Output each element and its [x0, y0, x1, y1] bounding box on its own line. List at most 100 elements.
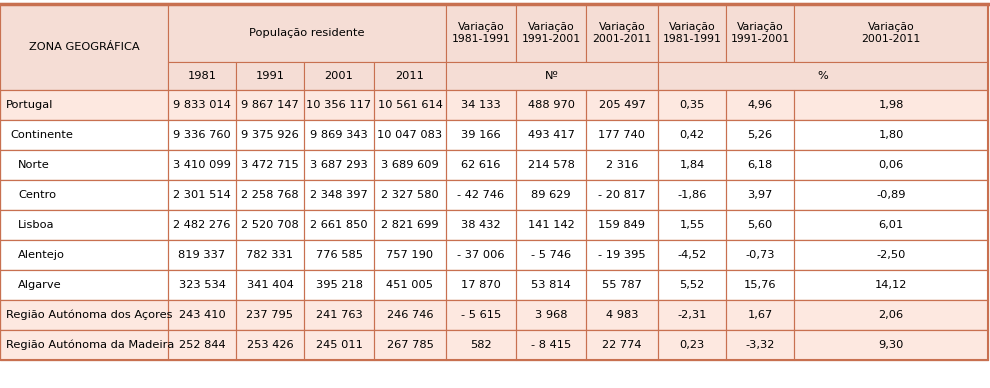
Bar: [446, 330, 516, 360]
Bar: [168, 240, 236, 270]
Bar: [658, 270, 726, 300]
Text: -2,31: -2,31: [677, 310, 707, 320]
Text: 243 410: 243 410: [178, 310, 226, 320]
Bar: [586, 120, 658, 150]
Bar: [0, 90, 988, 120]
Text: 253 426: 253 426: [247, 340, 293, 350]
Bar: [168, 120, 236, 150]
Bar: [0, 270, 168, 300]
Text: 214 578: 214 578: [528, 160, 574, 170]
Text: Nº: Nº: [545, 71, 559, 81]
Text: Lisboa: Lisboa: [18, 220, 54, 230]
Bar: [726, 240, 794, 270]
Bar: [726, 270, 794, 300]
Bar: [236, 120, 304, 150]
Text: 2 661 850: 2 661 850: [310, 220, 368, 230]
Text: 819 337: 819 337: [178, 250, 226, 260]
Bar: [236, 210, 304, 240]
Text: 2011: 2011: [396, 71, 425, 81]
Text: 2 327 580: 2 327 580: [381, 190, 439, 200]
Text: 323 534: 323 534: [178, 280, 226, 290]
Text: - 37 006: - 37 006: [457, 250, 505, 260]
Bar: [236, 150, 304, 180]
Text: 17 870: 17 870: [461, 280, 501, 290]
Bar: [0, 210, 988, 240]
Bar: [726, 300, 794, 330]
Text: Variação
1981-1991: Variação 1981-1991: [662, 22, 722, 44]
Bar: [236, 180, 304, 210]
Bar: [794, 210, 988, 240]
Text: 582: 582: [470, 340, 492, 350]
Bar: [374, 120, 446, 150]
Text: 3 410 099: 3 410 099: [173, 160, 231, 170]
Text: 4,96: 4,96: [747, 100, 772, 110]
Bar: [658, 62, 988, 90]
Text: Norte: Norte: [18, 160, 50, 170]
Bar: [658, 210, 726, 240]
Bar: [794, 330, 988, 360]
Bar: [586, 330, 658, 360]
Bar: [658, 330, 726, 360]
Bar: [586, 270, 658, 300]
Text: 1,80: 1,80: [878, 130, 904, 140]
Bar: [374, 270, 446, 300]
Bar: [304, 330, 374, 360]
Bar: [0, 4, 168, 90]
Text: -0,89: -0,89: [876, 190, 906, 200]
Text: Variação
1991-2001: Variação 1991-2001: [731, 22, 790, 44]
Text: 89 629: 89 629: [532, 190, 571, 200]
Bar: [658, 180, 726, 210]
Text: Algarve: Algarve: [18, 280, 61, 290]
Bar: [446, 4, 516, 62]
Text: 5,60: 5,60: [747, 220, 772, 230]
Text: -2,50: -2,50: [876, 250, 906, 260]
Bar: [374, 300, 446, 330]
Bar: [586, 4, 658, 62]
Text: 237 795: 237 795: [247, 310, 293, 320]
Text: 0,06: 0,06: [878, 160, 904, 170]
Bar: [304, 300, 374, 330]
Bar: [304, 120, 374, 150]
Bar: [516, 270, 586, 300]
Bar: [658, 90, 726, 120]
Text: 246 746: 246 746: [387, 310, 434, 320]
Bar: [0, 120, 988, 150]
Bar: [0, 4, 988, 90]
Bar: [304, 150, 374, 180]
Text: 0,23: 0,23: [679, 340, 705, 350]
Text: 9 375 926: 9 375 926: [242, 130, 299, 140]
Bar: [374, 62, 446, 90]
Text: Alentejo: Alentejo: [18, 250, 65, 260]
Bar: [516, 300, 586, 330]
Bar: [586, 300, 658, 330]
Text: 6,01: 6,01: [878, 220, 904, 230]
Bar: [0, 300, 988, 330]
Text: 3,97: 3,97: [747, 190, 772, 200]
Bar: [168, 330, 236, 360]
Bar: [236, 270, 304, 300]
Bar: [446, 300, 516, 330]
Text: 9 869 343: 9 869 343: [310, 130, 368, 140]
Bar: [726, 150, 794, 180]
Text: - 5 746: - 5 746: [531, 250, 571, 260]
Text: 62 616: 62 616: [461, 160, 501, 170]
Bar: [374, 180, 446, 210]
Bar: [168, 210, 236, 240]
Bar: [658, 4, 726, 62]
Bar: [658, 240, 726, 270]
Bar: [726, 4, 794, 62]
Bar: [168, 180, 236, 210]
Text: 3 687 293: 3 687 293: [310, 160, 368, 170]
Bar: [304, 210, 374, 240]
Text: -4,52: -4,52: [677, 250, 707, 260]
Text: 2 821 699: 2 821 699: [381, 220, 439, 230]
Bar: [0, 330, 988, 360]
Text: 1991: 1991: [255, 71, 284, 81]
Bar: [794, 120, 988, 150]
Bar: [516, 180, 586, 210]
Bar: [0, 90, 168, 120]
Text: ZONA GEOGRÁFICA: ZONA GEOGRÁFICA: [29, 42, 140, 52]
Bar: [586, 90, 658, 120]
Text: %: %: [818, 71, 829, 81]
Text: 2 258 768: 2 258 768: [242, 190, 299, 200]
